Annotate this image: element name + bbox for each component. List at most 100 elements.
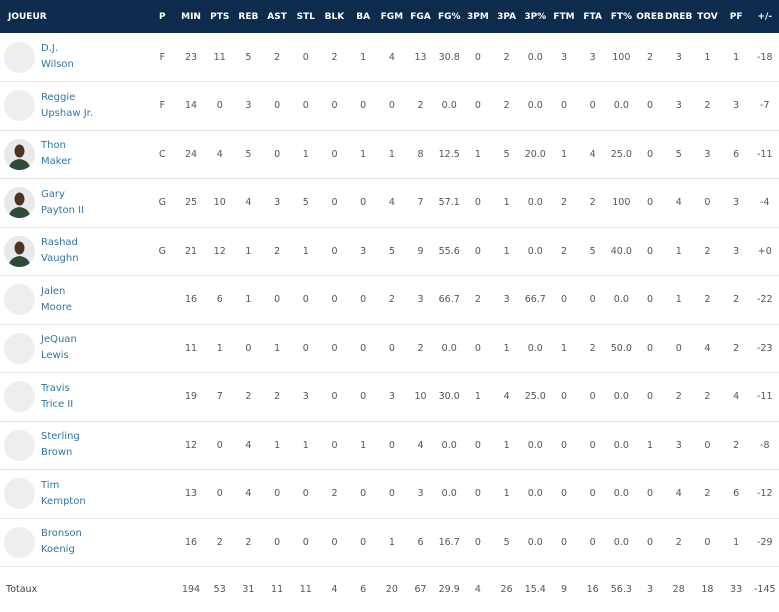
avatar (4, 478, 35, 510)
column-header-3pm[interactable]: 3PM (466, 11, 489, 22)
total-cell: -145 (754, 583, 776, 595)
stat-cell: 0.0 (441, 100, 457, 112)
stat-cell: 1 (388, 148, 395, 160)
stat-cell: 1 (560, 148, 567, 160)
column-header-dreb[interactable]: DREB (665, 11, 693, 22)
stat-cell: 3 (417, 488, 424, 500)
column-header-oreb[interactable]: OREB (636, 11, 664, 22)
stat-cell: 0 (302, 536, 309, 548)
stat-cell: -4 (760, 197, 770, 209)
stat-cell: 0 (589, 439, 596, 451)
table-row: Jalen Moore 16 6 1 0 0 0 0 2 3 66.7 2 3 66.7 0 0 0.0 0 1 2 2 -… (0, 276, 779, 325)
table-row: Tim Kempton 13 0 4 0 0 2 0 0 3 0.0 0 1 0.0 0 0 0.0 0 4 2 6 -12 (0, 470, 779, 518)
stat-cell: 2 (675, 391, 682, 403)
column-header-ba[interactable]: BA (356, 11, 371, 22)
stat-cell: 2 (704, 391, 711, 403)
stat-cell: F (159, 51, 166, 63)
player-name-link[interactable]: Jalen Moore (41, 284, 72, 316)
player-name-link[interactable]: Rashad Vaughn (41, 235, 79, 267)
stat-cell: 2 (560, 245, 567, 257)
stat-cell: 2 (733, 294, 740, 306)
first-name: Thon (41, 140, 66, 152)
stat-cell: 0.0 (613, 536, 629, 548)
stat-cell: 0 (331, 439, 338, 451)
column-header-fta[interactable]: FTA (583, 11, 602, 22)
column-header-pf[interactable]: PF (729, 11, 743, 22)
stat-cell: 10 (213, 197, 226, 209)
stat-cell: 1 (733, 51, 740, 63)
player-name-link[interactable]: Reggie Upshaw Jr. (41, 90, 93, 122)
player-name-link[interactable]: Sterling Brown (41, 429, 80, 461)
column-header-stl[interactable]: STL (296, 11, 315, 22)
column-header-pts[interactable]: PTS (210, 11, 230, 22)
first-name: JeQuan (41, 334, 77, 346)
stat-cell: 1 (274, 342, 281, 354)
stat-cell: 1 (360, 51, 367, 63)
column-header-ft-[interactable]: FT% (610, 11, 632, 22)
total-cell: 28 (672, 583, 685, 595)
stat-cell: 0 (560, 439, 567, 451)
player-name-link[interactable]: Gary Payton II (41, 187, 84, 219)
stat-cell: 4 (245, 197, 252, 209)
stat-cell: 2 (216, 536, 223, 548)
stat-cell: F (159, 100, 166, 112)
last-name: Brown (41, 447, 73, 459)
stat-cell: -7 (760, 100, 770, 112)
stat-cell: 0 (474, 245, 481, 257)
stat-cell: 0 (560, 294, 567, 306)
last-name: Kempton (41, 495, 86, 507)
stat-cell: 4 (245, 439, 252, 451)
column-header-blk[interactable]: BLK (324, 11, 345, 22)
column-header-fgm[interactable]: FGM (380, 11, 404, 22)
stat-cell: 1 (360, 148, 367, 160)
total-cell: 67 (414, 583, 427, 595)
stat-cell: 0 (647, 148, 654, 160)
stat-cell: 1 (503, 439, 510, 451)
column-header--[interactable]: +/- (757, 11, 773, 22)
avatar (4, 526, 35, 558)
first-name: Tim (41, 479, 60, 491)
stat-cell: 1 (245, 245, 252, 257)
stat-cell: 7 (417, 197, 424, 209)
stat-cell: 0 (360, 342, 367, 354)
player-name-link[interactable]: Bronson Koenig (41, 526, 82, 558)
player-name-link[interactable]: Tim Kempton (41, 478, 86, 510)
column-header-fga[interactable]: FGA (410, 11, 431, 22)
stat-cell (148, 276, 177, 325)
stat-cell: -11 (757, 148, 773, 160)
column-header-3pa[interactable]: 3PA (497, 11, 517, 22)
stat-cell: 6 (733, 148, 740, 160)
stat-cell: 0 (474, 342, 481, 354)
stat-cell: 57.1 (438, 197, 460, 209)
player-name-link[interactable]: JeQuan Lewis (41, 332, 77, 364)
player-cell: JeQuan Lewis (0, 324, 148, 373)
stat-cell: 0.0 (441, 439, 457, 451)
stat-cell: 4 (417, 439, 424, 451)
stat-cell: 0.0 (527, 439, 543, 451)
column-header-ast[interactable]: AST (267, 11, 287, 22)
stat-cell: 0 (216, 100, 223, 112)
player-name-link[interactable]: Travis Trice II (41, 381, 73, 413)
stat-cell: 1 (503, 245, 510, 257)
column-header-min[interactable]: MIN (181, 11, 201, 22)
column-header-joueur[interactable]: JOUEUR (8, 11, 47, 22)
stat-cell: 4 (675, 488, 682, 500)
stat-cell: 0 (302, 488, 309, 500)
column-header-p[interactable]: P (159, 11, 166, 22)
stat-cell: 0 (360, 536, 367, 548)
avatar (4, 138, 35, 170)
stat-cell: 1 (302, 245, 309, 257)
column-header-tov[interactable]: TOV (697, 11, 718, 22)
column-header-3p-[interactable]: 3P% (524, 11, 547, 22)
stat-cell: 0 (274, 148, 281, 160)
column-header-fg-[interactable]: FG% (437, 11, 461, 22)
first-name: Bronson (41, 528, 82, 540)
column-header-ftm[interactable]: FTM (553, 11, 575, 22)
stat-cell: 5 (675, 148, 682, 160)
stat-cell: 8 (417, 148, 424, 160)
player-name-link[interactable]: Thon Maker (41, 138, 71, 170)
player-name-link[interactable]: D.J. Wilson (41, 41, 74, 73)
stat-cell: 1 (302, 148, 309, 160)
column-header-reb[interactable]: REB (238, 11, 259, 22)
stat-cell: 4 (503, 391, 510, 403)
